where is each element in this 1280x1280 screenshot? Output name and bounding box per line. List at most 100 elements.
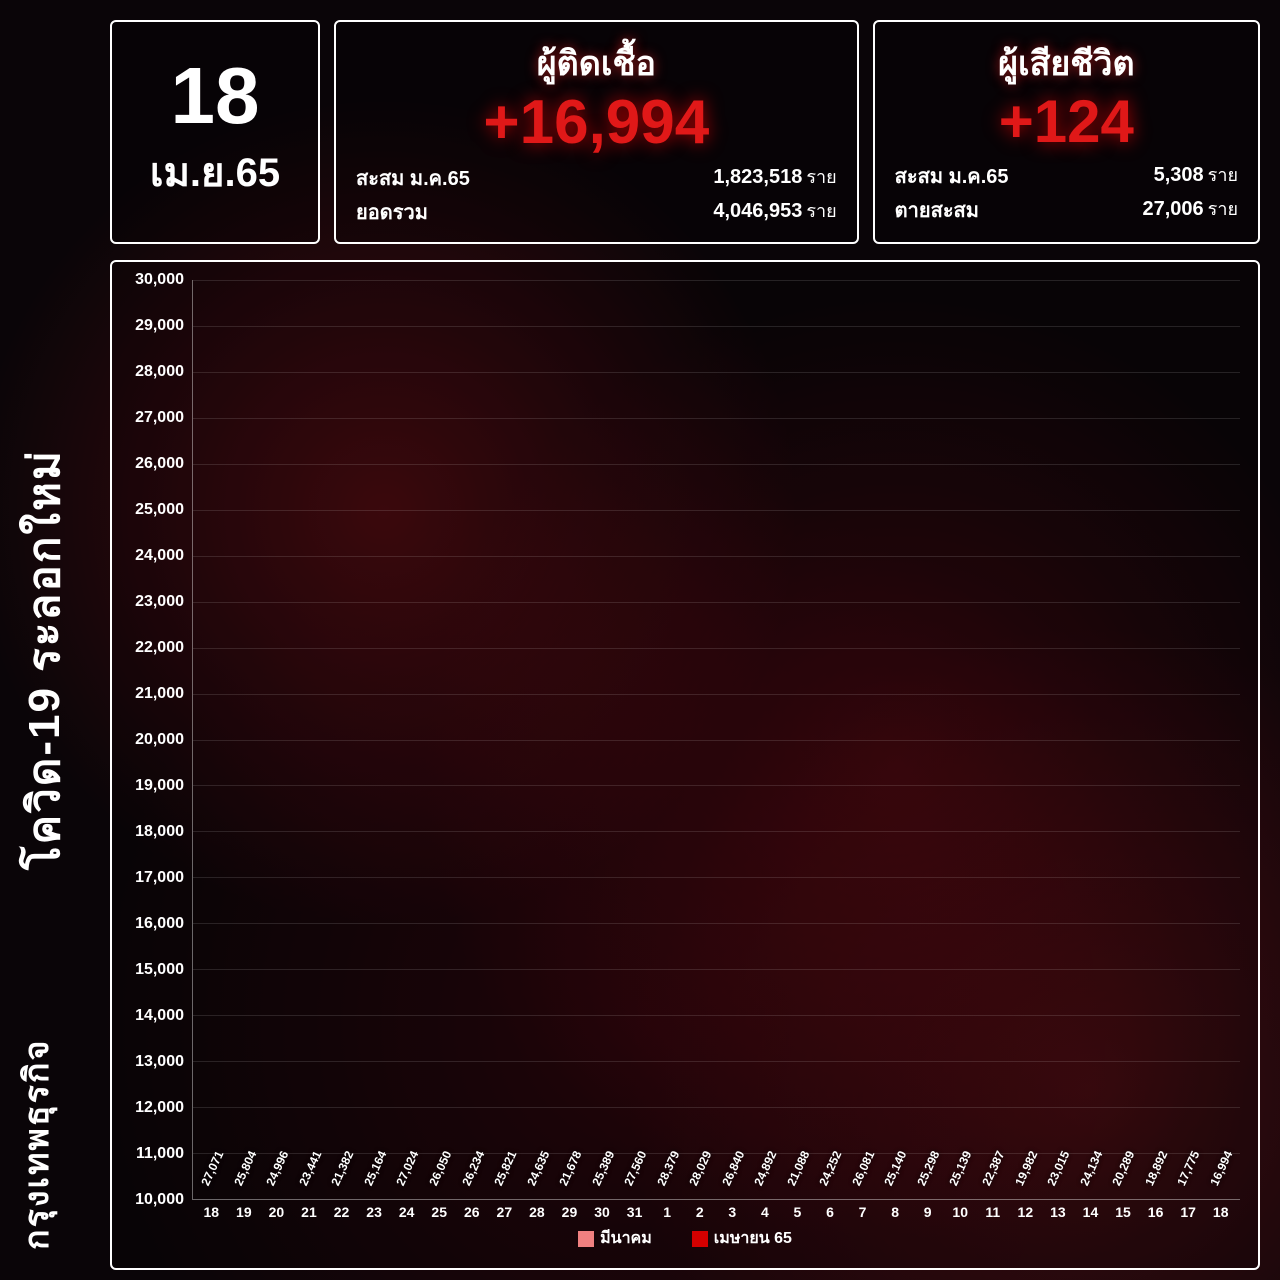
x-tick: 8 (880, 1204, 911, 1220)
grid-line (193, 1061, 1240, 1062)
bar-value-label: 25,804 (231, 1149, 259, 1188)
y-tick: 15,000 (135, 961, 184, 979)
deaths-row2: ตายสะสม 27,006ราย (895, 194, 1238, 226)
grid-line (193, 831, 1240, 832)
x-tick: 17 (1173, 1204, 1204, 1220)
cases-increase: +16,994 (356, 92, 837, 154)
cases-row2-label: ยอดรวม (356, 196, 428, 228)
bar-value-label: 25,298 (914, 1149, 942, 1188)
bar-value-label: 24,252 (817, 1149, 845, 1188)
cases-row1: สะสม ม.ค.65 1,823,518ราย (356, 162, 837, 194)
y-tick: 29,000 (135, 317, 184, 335)
x-tick: 23 (359, 1204, 390, 1220)
cases-row2: ยอดรวม 4,046,953ราย (356, 196, 837, 228)
x-tick: 7 (847, 1204, 878, 1220)
grid-line (193, 1015, 1240, 1016)
grid-line (193, 969, 1240, 970)
x-tick: 14 (1075, 1204, 1106, 1220)
x-tick: 20 (261, 1204, 292, 1220)
cases-row1-value: 1,823,518ราย (713, 162, 836, 194)
grid-line (193, 877, 1240, 878)
grid-line (193, 923, 1240, 924)
y-tick: 11,000 (136, 1145, 184, 1163)
x-tick: 2 (684, 1204, 715, 1220)
grid-line (193, 418, 1240, 419)
y-tick: 16,000 (135, 915, 184, 933)
bar-value-label: 28,379 (654, 1149, 682, 1188)
chart-area: 10,00011,00012,00013,00014,00015,00016,0… (130, 280, 1240, 1200)
deaths-row1-label: สะสม ม.ค.65 (895, 160, 1009, 192)
bar-value-label: 26,081 (849, 1149, 877, 1188)
x-tick: 5 (782, 1204, 813, 1220)
y-tick: 17,000 (135, 869, 184, 887)
y-tick: 22,000 (135, 639, 184, 657)
side-source: กรุงเทพธุรกิจ (10, 950, 64, 1250)
grid-line (193, 510, 1240, 511)
y-tick: 10,000 (135, 1191, 184, 1209)
bar-value-label: 26,234 (459, 1149, 487, 1188)
grid-line (193, 740, 1240, 741)
deaths-row2-label: ตายสะสม (895, 194, 979, 226)
legend-label: มีนาคม (600, 1226, 652, 1251)
bar-value-label: 27,071 (198, 1149, 226, 1188)
deaths-row1-value: 5,308ราย (1154, 160, 1238, 192)
x-tick: 11 (978, 1204, 1009, 1220)
y-tick: 30,000 (135, 271, 184, 289)
x-tick: 28 (522, 1204, 553, 1220)
bar-value-label: 27,024 (394, 1149, 422, 1188)
legend-item: มีนาคม (578, 1226, 652, 1251)
x-tick: 15 (1108, 1204, 1139, 1220)
legend-swatch (578, 1231, 594, 1247)
bar-value-label: 24,996 (264, 1149, 292, 1188)
x-tick: 21 (294, 1204, 325, 1220)
y-tick: 27,000 (135, 409, 184, 427)
bar-value-label: 21,678 (556, 1149, 584, 1188)
grid-line (193, 694, 1240, 695)
y-tick: 26,000 (135, 455, 184, 473)
cases-row1-label: สะสม ม.ค.65 (356, 162, 470, 194)
deaths-row2-value: 27,006ราย (1143, 194, 1239, 226)
grid-line (193, 464, 1240, 465)
bar-value-label: 26,840 (719, 1149, 747, 1188)
date-day: 18 (132, 60, 298, 132)
bar-value-label: 25,821 (491, 1149, 519, 1188)
x-tick: 10 (945, 1204, 976, 1220)
bar-value-label: 26,050 (426, 1149, 454, 1188)
y-tick: 23,000 (135, 593, 184, 611)
deaths-increase: +124 (895, 92, 1238, 152)
header-stats: 18 เม.ย.65 ผู้ติดเชื้อ +16,994 สะสม ม.ค.… (110, 20, 1260, 244)
bar-value-label: 21,088 (784, 1149, 812, 1188)
page: โควิด-19 ระลอกใหม่ กรุงเทพธุรกิจ 18 เม.ย… (0, 0, 1280, 1280)
bar-value-label: 18,892 (1142, 1149, 1170, 1188)
x-tick: 31 (619, 1204, 650, 1220)
grid-line (193, 602, 1240, 603)
x-axis: 1819202122232425262728293031123456789101… (130, 1204, 1240, 1220)
x-tick: 12 (1010, 1204, 1041, 1220)
bar-value-label: 20,289 (1109, 1149, 1137, 1188)
bar-value-label: 23,441 (296, 1149, 324, 1188)
bar-value-label: 19,982 (1012, 1149, 1040, 1188)
x-tick: 3 (717, 1204, 748, 1220)
y-tick: 14,000 (135, 1007, 184, 1025)
x-tick: 18 (1205, 1204, 1236, 1220)
legend: มีนาคม เมษายน 65 (130, 1226, 1240, 1251)
y-tick: 18,000 (135, 823, 184, 841)
x-tick: 9 (912, 1204, 943, 1220)
x-tick: 22 (326, 1204, 357, 1220)
x-tick: 13 (1043, 1204, 1074, 1220)
x-tick: 18 (196, 1204, 227, 1220)
x-tick: 25 (424, 1204, 455, 1220)
y-tick: 13,000 (135, 1053, 184, 1071)
y-tick: 20,000 (135, 731, 184, 749)
legend-item: เมษายน 65 (692, 1226, 792, 1251)
grid-line (193, 326, 1240, 327)
cases-box: ผู้ติดเชื้อ +16,994 สะสม ม.ค.65 1,823,51… (334, 20, 859, 244)
x-tick: 30 (587, 1204, 618, 1220)
grid-line (193, 785, 1240, 786)
cases-title: ผู้ติดเชื้อ (356, 36, 837, 90)
y-tick: 12,000 (135, 1099, 184, 1117)
x-tick: 24 (391, 1204, 422, 1220)
grid-line (193, 556, 1240, 557)
bar-value-label: 17,775 (1174, 1149, 1202, 1188)
bar-value-label: 25,389 (589, 1149, 617, 1188)
